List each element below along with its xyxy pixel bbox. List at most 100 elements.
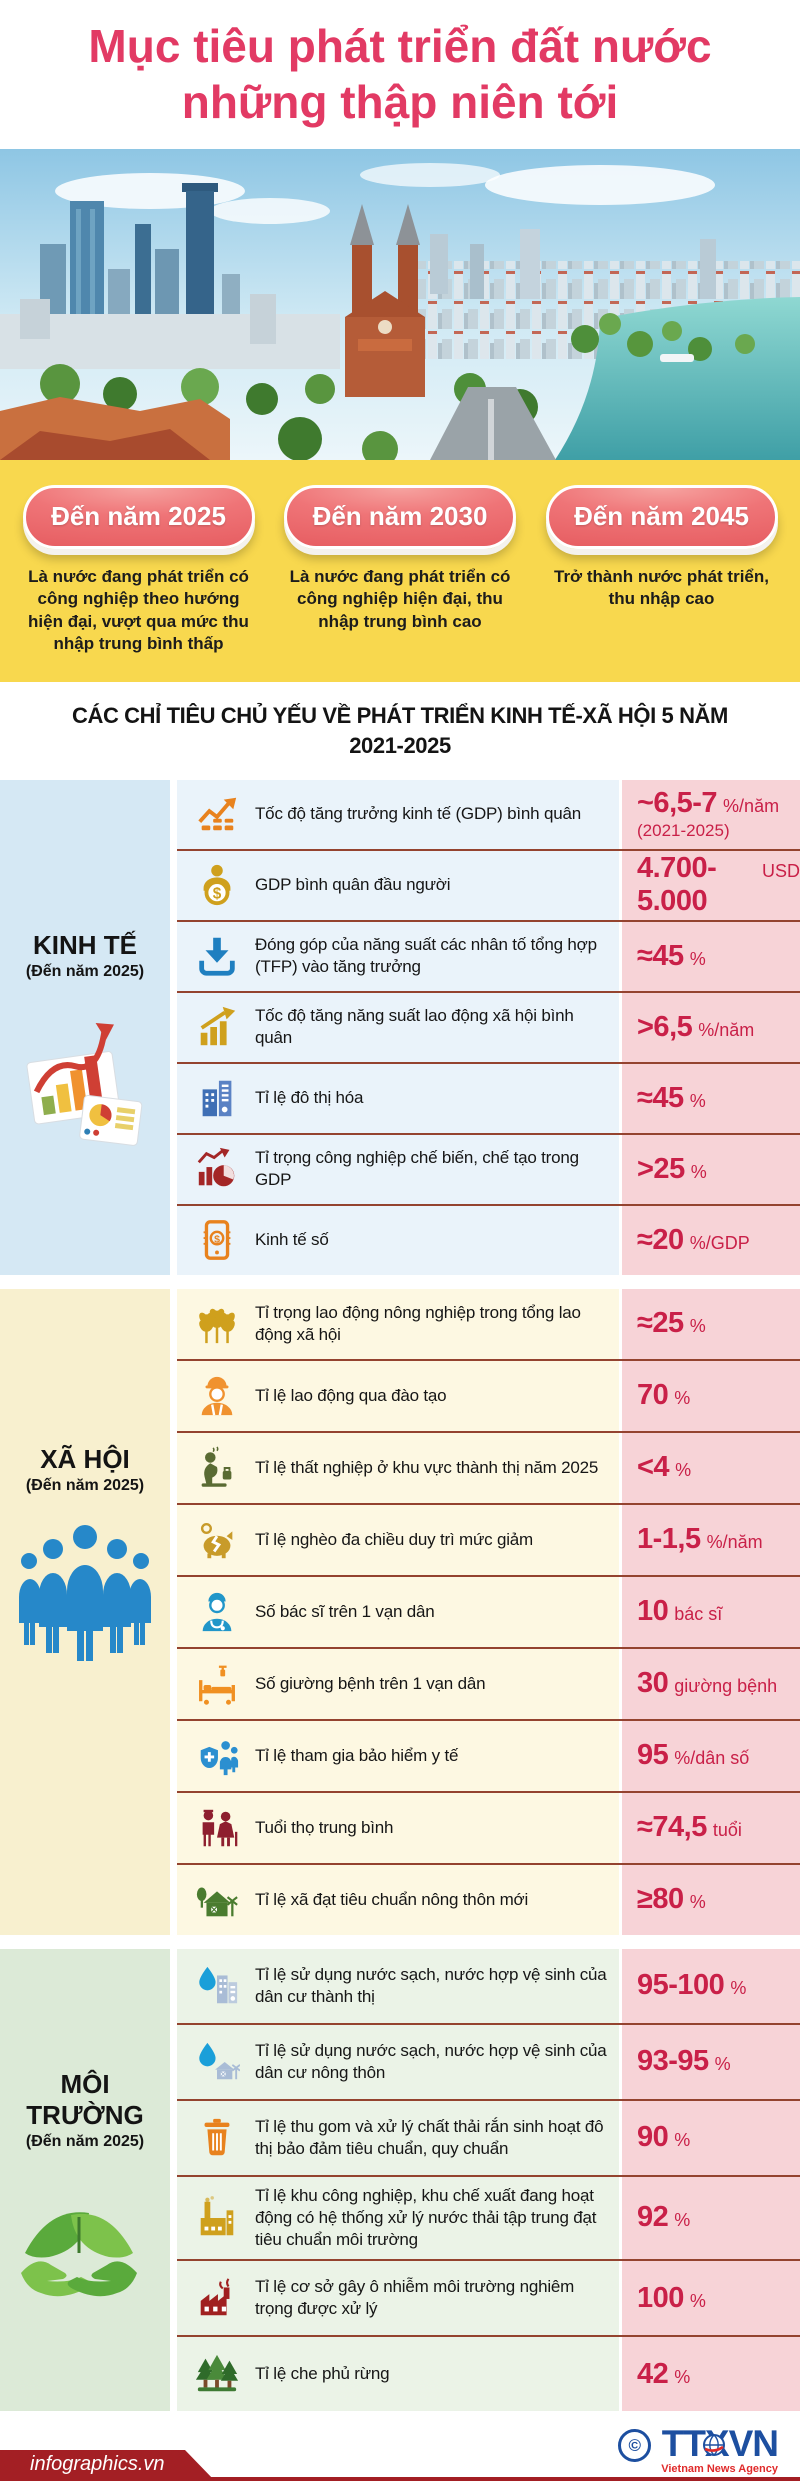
indicator-label: Số bác sĩ trên 1 vạn dân	[255, 1601, 435, 1621]
indicator-label: Tỉ lệ thu gom và xử lý chất thải rắn sin…	[255, 2116, 604, 2158]
indicator-value: 10	[637, 1595, 669, 1628]
section-side-kinhte: KINH TẾ (Đến năm 2025)	[0, 779, 170, 1275]
forest-cover-icon	[195, 2354, 239, 2392]
indicator-label: Tỉ lệ cơ sở gây ô nhiễm môi trường nghiê…	[255, 2276, 575, 2319]
indicator-unit: giường bệnh	[674, 1676, 778, 1697]
indicator-value-cell: 42%	[619, 2337, 800, 2412]
indicator-value-cell: 10 bác sĩ	[619, 1576, 800, 1647]
indicator-value: ≈20	[637, 1223, 684, 1256]
indicator-unit: bác sĩ	[674, 1604, 723, 1625]
agency-name: Vietnam News Agency	[661, 2463, 778, 2476]
indicator-label: Tỉ lệ thất nghiệp ở khu vực thành thị nă…	[255, 1457, 599, 1477]
table-heading-line2: 2021-2025	[349, 733, 451, 759]
labor-productivity-icon	[193, 1003, 241, 1051]
trained-worker-icon	[193, 1372, 241, 1420]
indicator-value: 100	[637, 2281, 684, 2314]
indicator-value: 1-1,5	[637, 1523, 701, 1556]
agency-logo: © TTXVN Vietnam News Agency	[618, 2425, 779, 2476]
forest-cover-icon	[193, 2350, 241, 2398]
environment-hands-icon	[15, 2177, 155, 2332]
indicator-value-cell: 93-95%	[619, 2024, 800, 2099]
gdp-per-capita-icon: $	[203, 865, 231, 906]
indicator-label: Đóng góp của năng suất các nhân tố tổng …	[255, 935, 597, 977]
indicator-label: Tốc độ tăng năng suất lao động xã hội bì…	[255, 1006, 574, 1048]
indicator-unit: %	[674, 1388, 691, 1409]
milestone-description: Là nước đang phát triển có công nghiệp t…	[28, 566, 249, 654]
globe-icon	[703, 2434, 725, 2457]
indicator-row: Tuổi thọ trung bình ≈74,5 tuổi	[177, 1790, 800, 1863]
doctor-icon	[202, 1592, 232, 1631]
section-subtitle: (Đến năm 2025)	[25, 962, 145, 980]
urbanization-icon	[202, 1080, 232, 1117]
indicator-value-cell: 95-100%	[619, 1948, 800, 2023]
indicator-value: >25	[637, 1152, 685, 1185]
life-expectancy-icon	[193, 1804, 241, 1852]
indicator-row: Tốc độ tăng trưởng kinh tế (GDP) bình qu…	[177, 779, 800, 849]
economy-charts-icon	[26, 1022, 143, 1146]
indicator-unit: %	[689, 948, 706, 969]
indicator-label: Kinh tế số	[255, 1230, 329, 1250]
indicator-value-cell: 92%	[619, 2176, 800, 2260]
urban-clean-water-icon	[199, 1966, 238, 2003]
indicator-value: ≈74,5	[637, 1811, 707, 1844]
indicator-label: Tỉ lệ sử dụng nước sạch, nước hợp vệ sin…	[255, 1964, 607, 2006]
indicator-value-cell: 70%	[619, 1360, 800, 1431]
indicator-label: GDP bình quân đầu người	[255, 875, 451, 895]
indicator-value-cell: ≥80%	[619, 1864, 800, 1935]
section-kinhte: KINH TẾ (Đến năm 2025) Tốc độ tăng trưởng …	[0, 779, 800, 1275]
rural-clean-water-icon	[199, 2042, 240, 2079]
indicator-row: $ GDP bình quân đầu người 4.700-5.000 USD	[177, 848, 800, 920]
indicator-label: Tuổi thọ trung bình	[255, 1817, 394, 1837]
trained-worker-icon	[201, 1376, 233, 1416]
page-title-line2: những thập niên tới	[181, 76, 619, 129]
indicator-label: Tỉ trọng lao động nông nghiệp trong tổng…	[255, 1302, 581, 1344]
indicator-value: 30	[637, 1667, 669, 1700]
indicator-value-cell: <4%	[619, 1432, 800, 1503]
indicator-row: Tỉ lệ cơ sở gây ô nhiễm môi trường nghiê…	[177, 2259, 800, 2336]
indicator-row: Tỉ trọng lao động nông nghiệp trong tổng…	[177, 1288, 800, 1359]
indicator-unit: %/năm	[706, 1532, 763, 1553]
indicator-unit: %/GDP	[689, 1232, 750, 1253]
indicator-unit: %	[689, 1316, 706, 1337]
labor-productivity-icon	[200, 1007, 236, 1046]
city-photo-illustration	[0, 148, 800, 460]
polluting-facility-icon	[200, 2278, 230, 2316]
indicator-value-cell: 30 giường bệnh	[619, 1648, 800, 1719]
indicator-value-cell: 1-1,5 %/năm	[619, 1504, 800, 1575]
svg-text:$: $	[213, 886, 222, 903]
milestone-pill: Đến năm 2030	[284, 484, 516, 549]
indicator-label: Tỉ lệ sử dụng nước sạch, nước hợp vệ sin…	[255, 2040, 607, 2082]
society-people-icon	[19, 1524, 151, 1661]
hospital-bed-icon	[199, 1665, 235, 1705]
table-heading: CÁC CHỈ TIÊU CHỦ YẾU VỀ PHÁT TRIỂN KINH …	[0, 682, 800, 779]
indicator-row: Tỉ lệ sử dụng nước sạch, nước hợp vệ sin…	[177, 2022, 800, 2099]
indicator-unit: %/năm	[723, 796, 780, 817]
indicator-label: Tỉ lệ tham gia bảo hiểm y tế	[255, 1745, 459, 1765]
table-heading-line1: CÁC CHỈ TIÊU CHỦ YẾU VỀ PHÁT TRIỂN KINH …	[72, 703, 728, 729]
tfp-contribution-icon	[199, 938, 235, 976]
indicator-row: Tỉ lệ khu công nghiệp, khu chế xuất đang…	[177, 2174, 800, 2260]
new-rural-standard-icon	[193, 1876, 241, 1924]
indicator-value: 92	[637, 2201, 669, 2234]
indicator-row: Tỉ lệ tham gia bảo hiểm y tế 95 %/dân số	[177, 1718, 800, 1791]
gdp-growth-chart-icon	[193, 790, 241, 838]
health-insurance-icon	[200, 1740, 239, 1775]
site-ribbon: infographics.vn	[0, 2450, 215, 2481]
indicator-value-cell: ≈20 %/GDP	[619, 1205, 800, 1275]
section-rows: Tỉ lệ sử dụng nước sạch, nước hợp vệ sin…	[177, 1948, 800, 2412]
indicator-unit: %	[674, 2366, 691, 2387]
footer-band	[0, 2477, 800, 2481]
industrial-wastewater-icon	[200, 2196, 234, 2236]
society-people-icon	[15, 1521, 155, 1676]
indicator-value: ≈45	[637, 1081, 684, 1114]
page-title-line1: Mục tiêu phát triển đất nước	[88, 20, 712, 73]
milestone-pill: Đến năm 2025	[22, 484, 255, 549]
milestone-label: Đến năm 2045	[574, 501, 749, 532]
indicator-value: 95-100	[637, 1969, 725, 2002]
indicator-value: <4	[637, 1451, 670, 1484]
svg-text:$: $	[214, 1234, 220, 1246]
indicator-row: Tỉ lệ thất nghiệp ở khu vực thành thị nă…	[177, 1430, 800, 1503]
doctor-icon	[193, 1588, 241, 1636]
indicator-row: $ Kinh tế số ≈20 %/GDP	[177, 1203, 800, 1275]
milestone-label: Đến năm 2025	[51, 501, 226, 532]
